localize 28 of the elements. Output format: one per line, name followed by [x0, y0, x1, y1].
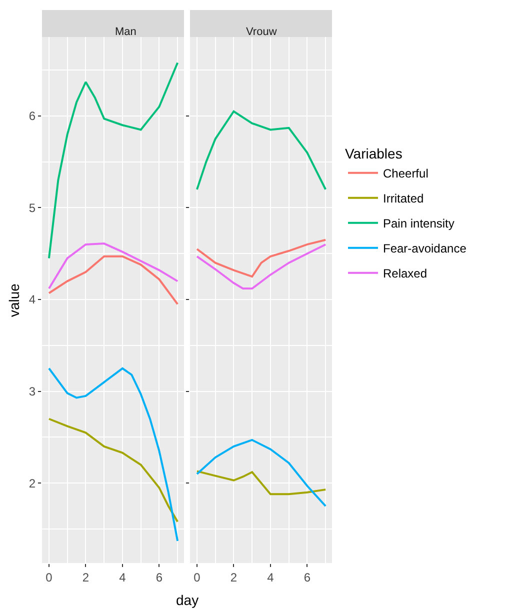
- legend-label: Irritated: [383, 192, 424, 206]
- x-axis-title: day: [176, 592, 199, 608]
- legend-label: Fear-avoidance: [383, 242, 467, 256]
- x-tick-label: 4: [267, 570, 274, 584]
- x-tick-label: 6: [156, 570, 163, 584]
- x-tick-label: 0: [194, 570, 201, 584]
- line-series: [48, 418, 179, 523]
- x-tick-label: 4: [119, 570, 126, 584]
- line-series: [48, 242, 179, 290]
- legend-title: Variables: [345, 145, 402, 162]
- legend-label: Relaxed: [383, 266, 428, 281]
- line-series: [48, 367, 179, 542]
- y-axis-title: value: [6, 283, 22, 317]
- y-tick-label: 4: [28, 292, 36, 307]
- y-tick-label: 2: [28, 476, 36, 490]
- line-series: [48, 255, 179, 306]
- x-tick-label: 0: [46, 570, 53, 584]
- legend-label: Pain intensity: [383, 216, 454, 231]
- x-tick-label: 2: [230, 570, 238, 584]
- y-tick-label: 5: [28, 200, 36, 215]
- x-tick-label: 2: [82, 570, 90, 584]
- line-series: [48, 62, 179, 260]
- chart-title: Man: [115, 26, 136, 38]
- y-tick-label: 6: [28, 109, 36, 124]
- y-tick-label: 3: [28, 384, 36, 399]
- legend-label: Cheerful: [383, 166, 428, 181]
- chart-title: Vrouw: [246, 26, 277, 38]
- x-tick-label: 6: [304, 570, 311, 584]
